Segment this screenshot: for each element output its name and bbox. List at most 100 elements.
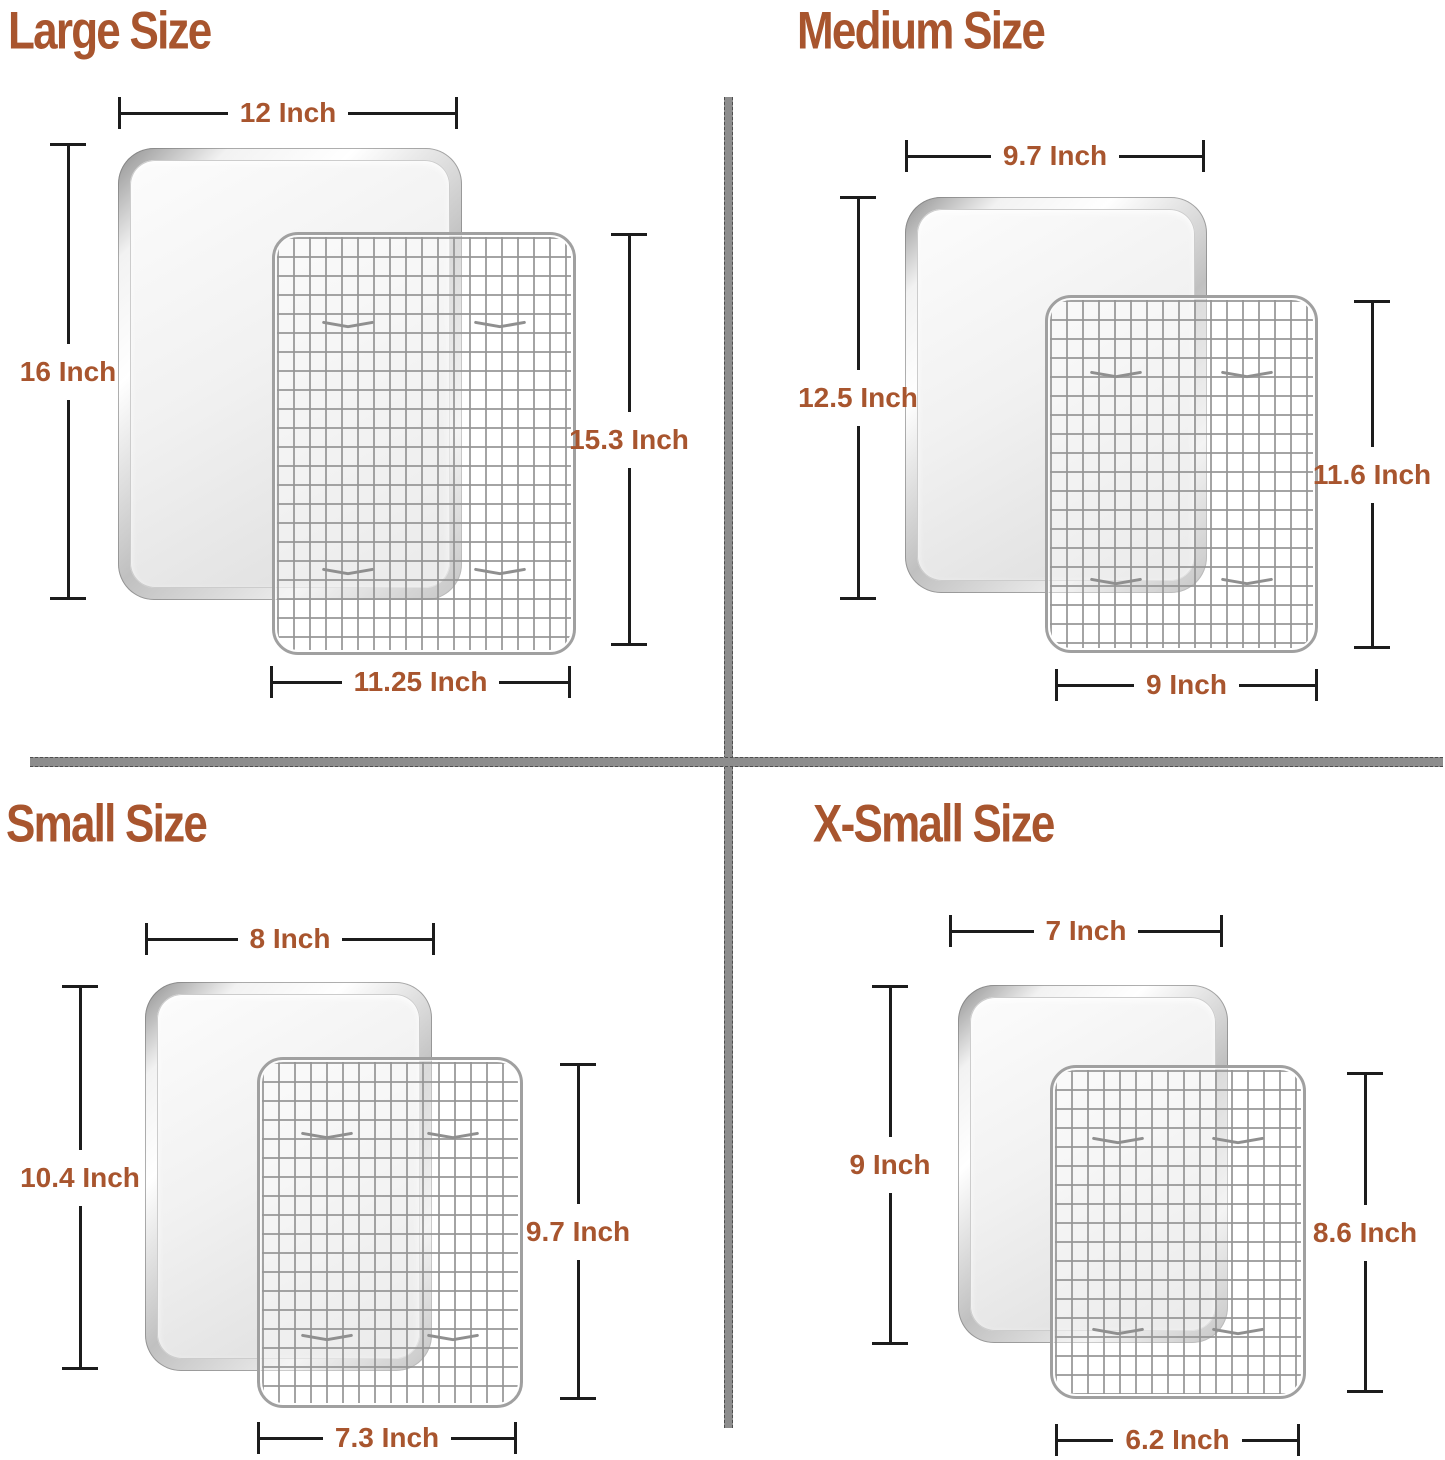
- dimension-label: 9 Inch: [1146, 669, 1227, 700]
- dimension-line: [342, 937, 433, 941]
- dimension-rack-width: 6.2 Inch: [1055, 1424, 1301, 1456]
- dimension-line: [66, 399, 70, 597]
- dimension-line: [888, 1193, 892, 1342]
- dimension-rack-height: 15.3 Inch: [569, 233, 689, 646]
- rack-notch: [1222, 368, 1272, 380]
- dimension-cap: [872, 985, 908, 988]
- dimension-line: [1119, 154, 1203, 158]
- dimension-cap: [1347, 1390, 1383, 1393]
- dimension-cap: [455, 97, 459, 129]
- dimension-rack-width: 7.3 Inch: [257, 1422, 518, 1454]
- dimension-rack-width: 9 Inch: [1055, 669, 1319, 701]
- dimension-label: 10.4 Inch: [20, 1161, 140, 1193]
- dimension-line: [576, 1066, 580, 1204]
- dimension-cap: [611, 233, 647, 236]
- quadrant-title-medium: Medium Size: [797, 0, 1046, 61]
- rack-notch: [428, 1129, 478, 1141]
- dimension-cap: [611, 643, 647, 646]
- rack-notch: [1213, 1325, 1263, 1337]
- dimension-line: [1363, 1075, 1367, 1205]
- quadrant-xsmall: X-Small Size 7 Inch 9 Inch: [723, 767, 1445, 1460]
- dimension-cap: [568, 666, 571, 698]
- dimension-line: [260, 1436, 323, 1440]
- rack-notch: [1093, 1325, 1143, 1337]
- dimension-cap: [872, 1342, 908, 1345]
- dimension-line: [627, 236, 631, 412]
- dimension-cap: [270, 666, 273, 698]
- dimension-line: [78, 1205, 82, 1367]
- dimension-cap: [840, 597, 876, 600]
- dimension-cap: [257, 1422, 260, 1454]
- dimension-cap: [62, 985, 98, 988]
- dimension-line: [627, 467, 631, 643]
- dimension-line: [1238, 683, 1316, 687]
- dimension-cap: [840, 196, 876, 199]
- dimension-cap: [432, 923, 436, 955]
- dimension-cap: [949, 915, 952, 947]
- dimension-line: [1058, 1438, 1114, 1442]
- dimension-cap: [1202, 140, 1206, 172]
- dimension-cap: [560, 1397, 596, 1400]
- rack-notch: [1213, 1134, 1263, 1146]
- cooling-rack: [257, 1057, 523, 1408]
- rack-notch: [1093, 1134, 1143, 1146]
- dimension-label: 7.3 Inch: [334, 1422, 440, 1453]
- dimension-line: [856, 426, 860, 597]
- dimension-line: [499, 680, 568, 684]
- dimension-cap: [145, 923, 148, 955]
- quadrant-large: Large Size 12 Inch 16 Inch: [0, 0, 723, 757]
- dimension-pan-width: 12 Inch: [118, 97, 459, 129]
- quadrant-medium: Medium Size 9.7 Inch 12.5 Inch: [723, 0, 1445, 757]
- dimension-cap: [1354, 646, 1390, 649]
- dimension-line: [78, 988, 82, 1150]
- dimension-pan-width: 8 Inch: [145, 923, 436, 955]
- dimension-line: [348, 111, 456, 115]
- dimension-line: [148, 937, 238, 941]
- rack-notch: [1091, 368, 1141, 380]
- dimension-label: 12 Inch: [239, 97, 337, 128]
- dimension-line: [1138, 929, 1221, 933]
- cooling-rack: [272, 232, 576, 655]
- dimension-label: 9.7 Inch: [525, 1215, 631, 1247]
- dimension-label: 6.2 Inch: [1125, 1424, 1230, 1455]
- dimension-label: 12.5 Inch: [798, 382, 918, 413]
- rack-notch: [323, 318, 373, 330]
- dimension-rack-height: 11.6 Inch: [1313, 300, 1431, 649]
- dimension-cap: [1055, 1424, 1058, 1456]
- dimension-line: [952, 929, 1034, 933]
- dimension-pan-height: 10.4 Inch: [20, 985, 140, 1370]
- dimension-cap: [514, 1422, 518, 1454]
- dimension-pan-height: 16 Inch: [20, 143, 116, 600]
- rack-notch: [302, 1129, 352, 1141]
- dimension-label: 9.7 Inch: [1002, 140, 1108, 171]
- rack-notch: [1091, 575, 1141, 587]
- dimension-label: 9 Inch: [849, 1149, 931, 1180]
- dimension-line: [273, 680, 342, 684]
- dimension-cap: [118, 97, 121, 129]
- dimension-cap: [1297, 1424, 1301, 1456]
- dimension-pan-height: 9 Inch: [850, 985, 930, 1345]
- rack-grid: [277, 237, 571, 650]
- dimension-pan-width: 9.7 Inch: [905, 140, 1206, 172]
- quadrant-small: Small Size 8 Inch 10.4 Inch: [0, 767, 723, 1460]
- quadrant-title-xsmall: X-Small Size: [813, 793, 1055, 854]
- dimension-line: [856, 199, 860, 370]
- dimension-line: [1058, 683, 1135, 687]
- dimension-cap: [62, 1367, 98, 1370]
- dimension-line: [451, 1436, 515, 1440]
- cooling-rack: [1045, 295, 1318, 653]
- dimension-line: [121, 111, 228, 115]
- dimension-line: [576, 1259, 580, 1397]
- dimension-cap: [1055, 669, 1058, 701]
- quadrant-title-small: Small Size: [6, 793, 208, 854]
- dimension-pan-height: 12.5 Inch: [798, 196, 918, 600]
- rack-grid: [1050, 300, 1313, 648]
- dimension-line: [66, 146, 70, 344]
- dimension-line: [1370, 502, 1374, 646]
- dimension-rack-height: 8.6 Inch: [1313, 1072, 1417, 1393]
- dimension-cap: [1347, 1072, 1383, 1075]
- dimension-label: 8 Inch: [249, 923, 331, 954]
- dimension-cap: [1220, 915, 1224, 947]
- quadrant-title-large: Large Size: [8, 0, 212, 61]
